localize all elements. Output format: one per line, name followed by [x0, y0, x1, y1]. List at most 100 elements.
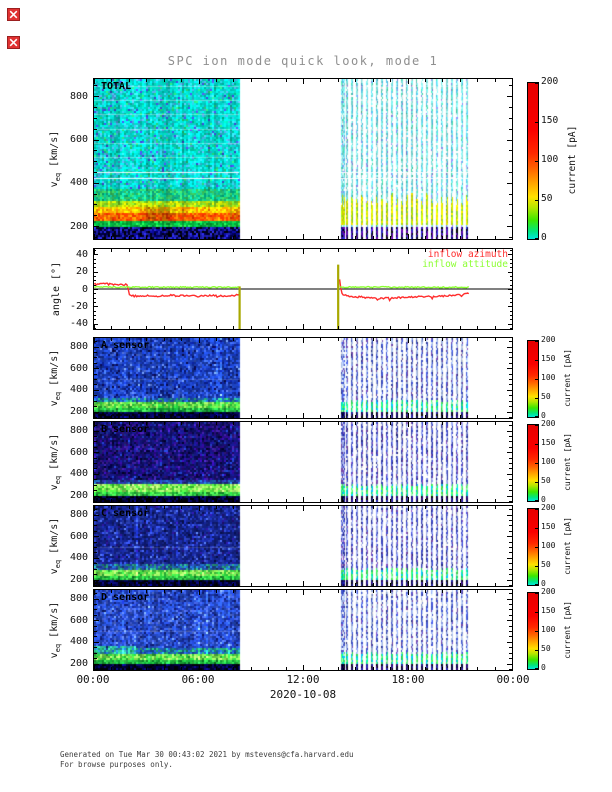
axis-tick	[146, 415, 147, 418]
axis-tick	[268, 667, 269, 670]
colorbar-tick	[535, 528, 538, 529]
axis-tick	[355, 506, 356, 509]
axis-tick	[94, 306, 98, 307]
axis-tick	[408, 79, 409, 84]
axis-tick	[251, 422, 252, 425]
axis-tick	[286, 249, 287, 252]
axis-tick	[509, 194, 512, 195]
axis-tick	[408, 324, 409, 329]
axis-tick	[509, 604, 512, 605]
axis-tick	[94, 490, 97, 491]
axis-tick	[216, 422, 217, 425]
colorbar-tick-label: 150	[541, 354, 556, 363]
axis-tick	[94, 664, 99, 665]
axis-tick	[373, 506, 374, 509]
axis-tick	[94, 79, 95, 84]
colorbar-tick-label: 0	[541, 579, 546, 588]
axis-tick	[94, 474, 99, 475]
axis-tick	[251, 499, 252, 502]
colorbar-tick	[535, 341, 538, 342]
axis-tick	[509, 669, 512, 670]
axis-tick	[233, 499, 234, 502]
axis-tick	[338, 326, 339, 329]
axis-tick	[111, 236, 112, 239]
axis-tick	[303, 497, 304, 502]
axis-tick	[129, 415, 130, 418]
axis-tick	[303, 665, 304, 670]
axis-tick	[320, 415, 321, 418]
axis-tick	[509, 615, 512, 616]
axis-tick	[94, 458, 97, 459]
axis-tick	[94, 401, 97, 402]
axis-tick	[355, 583, 356, 586]
axis-tick	[425, 667, 426, 670]
axis-tick	[146, 667, 147, 670]
colorbar-tick	[535, 238, 538, 239]
axis-tick	[111, 667, 112, 670]
axis-tick	[94, 485, 97, 486]
y-tick-label: 600	[69, 530, 88, 542]
colorbar-tick	[535, 444, 538, 445]
axis-tick	[199, 422, 200, 427]
axis-tick	[390, 249, 391, 252]
axis-tick	[507, 599, 512, 600]
axis-tick	[199, 506, 200, 511]
axis-tick	[509, 547, 512, 548]
axis-tick	[460, 236, 461, 239]
v-axis-title: veq [km/s]	[49, 517, 62, 575]
colorbar-tick	[535, 360, 538, 361]
axis-tick	[320, 422, 321, 425]
axis-tick	[94, 536, 99, 537]
axis-tick	[94, 626, 97, 627]
axis-tick	[164, 506, 165, 509]
y-tick-label: 400	[69, 636, 88, 648]
axis-tick	[512, 249, 513, 254]
axis-tick	[181, 249, 182, 252]
axis-tick	[510, 276, 512, 277]
axis-tick	[233, 506, 234, 509]
axis-tick	[94, 463, 97, 464]
panel-total-spectrogram: TOTAL	[93, 78, 513, 240]
axis-tick	[164, 499, 165, 502]
axis-tick	[390, 236, 391, 239]
axis-tick	[303, 249, 304, 254]
axis-tick	[510, 250, 512, 251]
axis-tick	[460, 249, 461, 252]
colorbar-tick	[535, 200, 538, 201]
y-tick-label: 800	[69, 593, 88, 605]
axis-tick	[509, 631, 512, 632]
axis-tick	[390, 422, 391, 425]
axis-tick	[94, 447, 97, 448]
axis-tick	[94, 302, 96, 303]
axis-tick	[94, 520, 97, 521]
axis-tick	[216, 326, 217, 329]
axis-tick	[164, 667, 165, 670]
axis-tick	[199, 249, 200, 254]
axis-tick	[216, 249, 217, 252]
axis-tick	[251, 249, 252, 252]
axis-tick	[338, 506, 339, 509]
axis-tick	[251, 236, 252, 239]
axis-tick	[510, 263, 512, 264]
axis-tick	[251, 79, 252, 82]
axis-tick	[425, 415, 426, 418]
axis-tick	[129, 79, 130, 82]
x-tick-label: 12:00	[286, 673, 320, 686]
axis-tick	[509, 463, 512, 464]
inflow-azimuth-line	[94, 282, 240, 299]
axis-tick	[509, 341, 512, 342]
axis-tick	[509, 441, 512, 442]
axis-tick	[495, 506, 496, 509]
axis-tick	[94, 563, 97, 564]
axis-tick	[111, 590, 112, 593]
axis-tick	[268, 236, 269, 239]
axis-tick	[460, 79, 461, 82]
axis-tick	[146, 506, 147, 509]
colorbar-tick	[535, 161, 538, 162]
axis-tick	[355, 499, 356, 502]
axis-tick	[94, 552, 97, 553]
colorbar-tick	[535, 416, 538, 417]
panel-c-sensor-spectrogram: C sensor	[93, 505, 513, 587]
axis-tick	[286, 590, 287, 593]
y-tick-label: 800	[69, 90, 88, 102]
